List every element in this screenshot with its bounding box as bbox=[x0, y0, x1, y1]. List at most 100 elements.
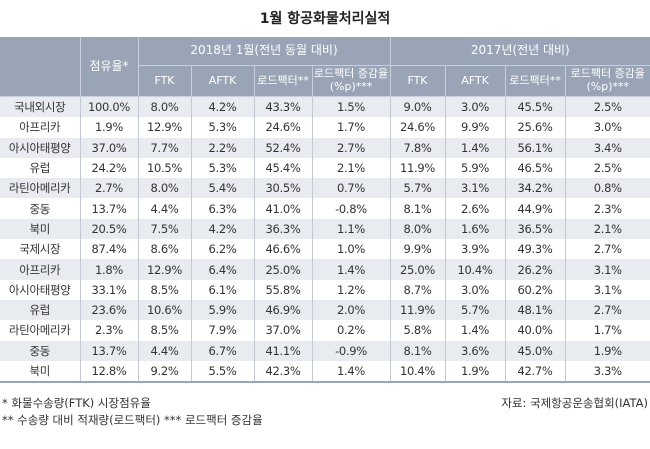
table-cell: 23.6% bbox=[79, 299, 138, 321]
table-cell: 12.8% bbox=[79, 360, 138, 384]
region-label: 북미 bbox=[0, 218, 80, 240]
table-cell: 36.5% bbox=[504, 218, 565, 240]
table-cell: 13.7% bbox=[79, 198, 138, 219]
header-share: 점유율* bbox=[79, 37, 138, 97]
table-cell: 3.0% bbox=[444, 96, 505, 118]
table-cell: 7.9% bbox=[190, 320, 254, 341]
table-cell: 40.0% bbox=[504, 320, 565, 341]
table-cell: 3.0% bbox=[444, 279, 505, 300]
table-cell: 7.7% bbox=[137, 137, 191, 158]
table-cell: 9.0% bbox=[389, 96, 445, 118]
table-cell: 8.5% bbox=[137, 279, 191, 300]
table-cell: 5.8% bbox=[389, 320, 445, 341]
table-cell: 6.3% bbox=[190, 198, 254, 219]
table-row: 아프리카 1.8% 12.9% 6.4% 25.0% 1.4% 25.0% 10.4% 26.2… bbox=[0, 259, 650, 280]
table-cell: 1.5% bbox=[311, 96, 390, 118]
table-cell: 8.5% bbox=[137, 320, 191, 341]
region-label: 중동 bbox=[0, 340, 80, 361]
table-cell: 4.4% bbox=[137, 198, 191, 219]
table-cell: 26.2% bbox=[504, 259, 565, 280]
header-2018: 2018년 1월(전년 동월 대비) bbox=[137, 37, 390, 66]
table-cell: 1.9% bbox=[79, 117, 138, 138]
table-cell: 9.9% bbox=[444, 117, 505, 138]
table-cell: 34.2% bbox=[504, 178, 565, 199]
region-label: 유럽 bbox=[0, 299, 80, 321]
table-cell: 46.9% bbox=[253, 299, 312, 321]
header-loadfactor-2018: 로드팩터** bbox=[253, 65, 312, 97]
table-cell: 60.2% bbox=[504, 279, 565, 300]
region-label: 라틴아메리카 bbox=[8, 323, 71, 338]
table-cell: 3.3% bbox=[564, 360, 650, 384]
table-cell: 42.3% bbox=[253, 360, 312, 384]
table-cell: 44.9% bbox=[504, 198, 565, 219]
table-cell: 46.5% bbox=[504, 157, 565, 179]
table-cell: 3.6% bbox=[444, 340, 505, 361]
table-cell: 1.4% bbox=[311, 259, 390, 280]
table-cell: 1.2% bbox=[311, 279, 390, 300]
header-loadfactor-2017: 로드팩터** bbox=[504, 65, 565, 97]
table-cell: 5.7% bbox=[444, 299, 505, 321]
table-row: 북미 12.8% 9.2% 5.5% 42.3% 1.4% 10.4% 1.9% 42.7% 3.… bbox=[0, 360, 650, 384]
table-cell: 45.5% bbox=[504, 96, 565, 118]
table-cell: 2.0% bbox=[311, 299, 390, 321]
region-label: 아프리카 bbox=[19, 120, 61, 135]
header-lf-change-2017: 로드팩터 증감율(%p)*** bbox=[564, 65, 650, 97]
table-cell: 3.0% bbox=[564, 117, 650, 138]
table-cell: 5.9% bbox=[444, 157, 505, 179]
table-cell: 37.0% bbox=[253, 320, 312, 341]
table-row: 북미 20.5% 7.5% 4.2% 36.3% 1.1% 8.0% 1.6% 36.5% 2.1… bbox=[0, 218, 650, 240]
table-cell: 45.4% bbox=[253, 157, 312, 179]
table-row: 아시아태평양 33.1% 8.5% 6.1% 55.8% 1.2% 8.7% 3.0% 60.2… bbox=[0, 279, 650, 300]
footnote-1: * 화물수송량(FTK) 시장점유율 bbox=[2, 396, 151, 410]
table-cell: 2.1% bbox=[311, 157, 390, 179]
table-cell: 5.5% bbox=[190, 360, 254, 384]
table-cell: 0.8% bbox=[564, 178, 650, 199]
table-cell: 1.4% bbox=[444, 320, 505, 341]
table-cell: 0.7% bbox=[311, 178, 390, 199]
table-cell: 9.2% bbox=[137, 360, 191, 384]
header-aftk-2018: AFTK bbox=[190, 65, 254, 97]
table-row: 라틴아메리카 2.3% 8.5% 7.9% 37.0% 0.2% 5.8% 1.4% 40.0%… bbox=[0, 320, 650, 341]
table-cell: 24.2% bbox=[79, 157, 138, 179]
region-label: 아시아태평양 bbox=[0, 137, 80, 158]
header-aftk-2017: AFTK bbox=[444, 65, 505, 97]
table-cell: 12.9% bbox=[137, 259, 191, 280]
table-cell: 2.3% bbox=[79, 320, 138, 341]
table-cell: 49.3% bbox=[504, 239, 565, 260]
table-cell: 1.8% bbox=[79, 259, 138, 280]
table-cell: 13.7% bbox=[79, 340, 138, 361]
table-cell: -0.9% bbox=[311, 340, 390, 361]
table-cell: 7.5% bbox=[137, 218, 191, 240]
table-cell: 10.6% bbox=[137, 299, 191, 321]
table-cell: 46.6% bbox=[253, 239, 312, 260]
table-cell: 1.6% bbox=[444, 218, 505, 240]
table-cell: 4.2% bbox=[190, 96, 254, 118]
table-cell: 55.8% bbox=[253, 279, 312, 300]
table-row: 아시아태평양 37.0% 7.7% 2.2% 52.4% 2.7% 7.8% 1.4% 56.1… bbox=[0, 137, 650, 158]
table-cell: 2.7% bbox=[564, 239, 650, 260]
table-row: 아프리카 1.9% 12.9% 5.3% 24.6% 1.7% 24.6% 9.9% 25.6%… bbox=[0, 117, 650, 138]
table-cell: 1.7% bbox=[564, 320, 650, 341]
region-label: 북미 bbox=[0, 360, 80, 384]
table-cell: 87.4% bbox=[79, 239, 138, 260]
table-cell: 24.6% bbox=[389, 117, 445, 138]
table-row: 국제시장 87.4% 8.6% 6.2% 46.6% 1.0% 9.9% 3.9% 49.3% 2… bbox=[0, 239, 650, 260]
table-cell: 8.0% bbox=[137, 96, 191, 118]
table-row: 라틴아메리카 2.7% 8.0% 5.4% 30.5% 0.7% 5.7% 3.1% 34.2%… bbox=[0, 178, 650, 199]
table-cell: 8.7% bbox=[389, 279, 445, 300]
table-cell: 3.9% bbox=[444, 239, 505, 260]
table-cell: 56.1% bbox=[504, 137, 565, 158]
header-ftk-2017: FTK bbox=[389, 65, 445, 97]
table-cell: 3.1% bbox=[564, 259, 650, 280]
table-cell: 1.0% bbox=[311, 239, 390, 260]
table-cell: 5.3% bbox=[190, 117, 254, 138]
table-cell: 8.6% bbox=[137, 239, 191, 260]
header-lf-change-2018: 로드팩터 증감율(%p)*** bbox=[311, 65, 390, 97]
table-cell: 2.5% bbox=[564, 96, 650, 118]
table-cell: 4.4% bbox=[137, 340, 191, 361]
table-cell: 33.1% bbox=[79, 279, 138, 300]
table-row: 국내외시장 100.0% 8.0% 4.2% 43.3% 1.5% 9.0% 3.0% 45.5… bbox=[0, 96, 650, 118]
source-note: 자료: 국제항공운송협회(IATA) bbox=[501, 396, 648, 410]
table-cell: 45.0% bbox=[504, 340, 565, 361]
table-cell: 6.2% bbox=[190, 239, 254, 260]
